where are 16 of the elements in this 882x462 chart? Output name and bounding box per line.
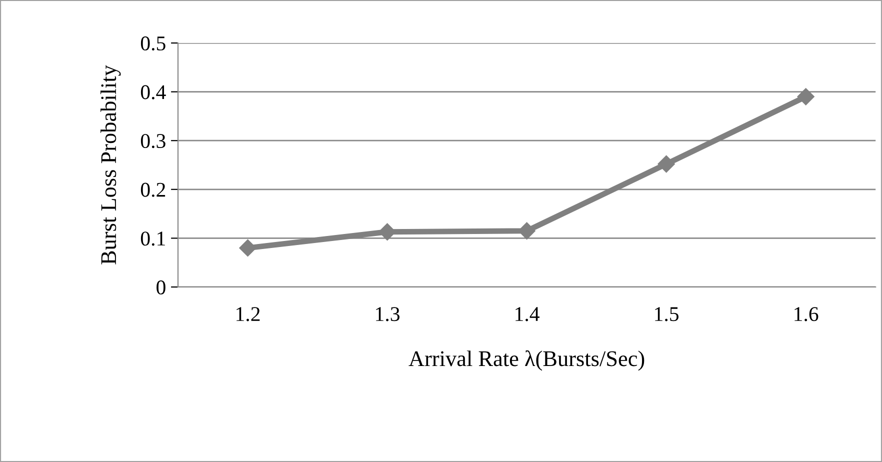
y-tick-label: 0 [156,280,166,294]
x-tick-label: 1.3 [376,307,400,322]
point [239,239,256,257]
y-tick-label: 0.2 [140,182,166,197]
y-axis-title: Burst Loss Probability [100,65,121,264]
y-tick-label: 0.4 [140,85,166,100]
y-tick-label: 0.5 [140,36,166,51]
x-tick-label: 1.6 [794,307,818,322]
y-tick-label: 0.1 [140,232,165,246]
x-tick-label: 1.4 [516,307,540,322]
y-tick-label: 0.3 [140,134,166,148]
x-tick-label: 1.2 [236,307,260,322]
point [797,88,814,106]
x-tick-label: 1.5 [655,307,679,322]
point [658,155,675,173]
x-axis-title: Arrival Rate λ(Bursts/Sec) [408,350,644,371]
